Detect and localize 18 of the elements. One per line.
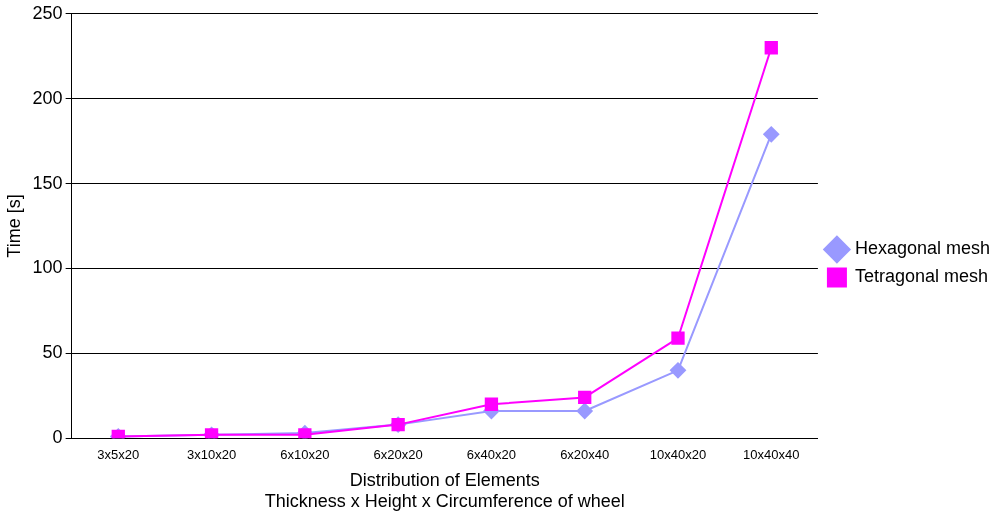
y-tick-label: 50 [42,342,63,363]
legend-label: Hexagonal mesh [854,238,991,259]
y-tick-label: 150 [32,172,63,193]
y-tick-label: 100 [32,257,63,278]
x-tick-label: 6x40x20 [466,446,516,462]
x-tick-label: 10x40x40 [743,446,800,462]
y-tick-label: 250 [32,2,63,23]
x-tick-label: 3x5x20 [97,446,140,462]
y-tick-label: 200 [32,87,63,108]
x-tick-label: 10x40x20 [649,446,707,462]
y-axis-title: Time [s] [3,194,24,258]
x-tick-label: 6x20x20 [373,446,423,462]
x-tick-label: 6x20x40 [560,446,610,462]
y-tick-label: 0 [52,427,63,448]
x-tick-label: 3x10x20 [186,446,237,462]
x-tick-label: 6x10x20 [280,446,330,462]
legend-label: Tetragonal mesh [854,266,988,287]
x-axis-title: Distribution of Elements Thickness x Height x Circumference of wheel [264,469,625,512]
